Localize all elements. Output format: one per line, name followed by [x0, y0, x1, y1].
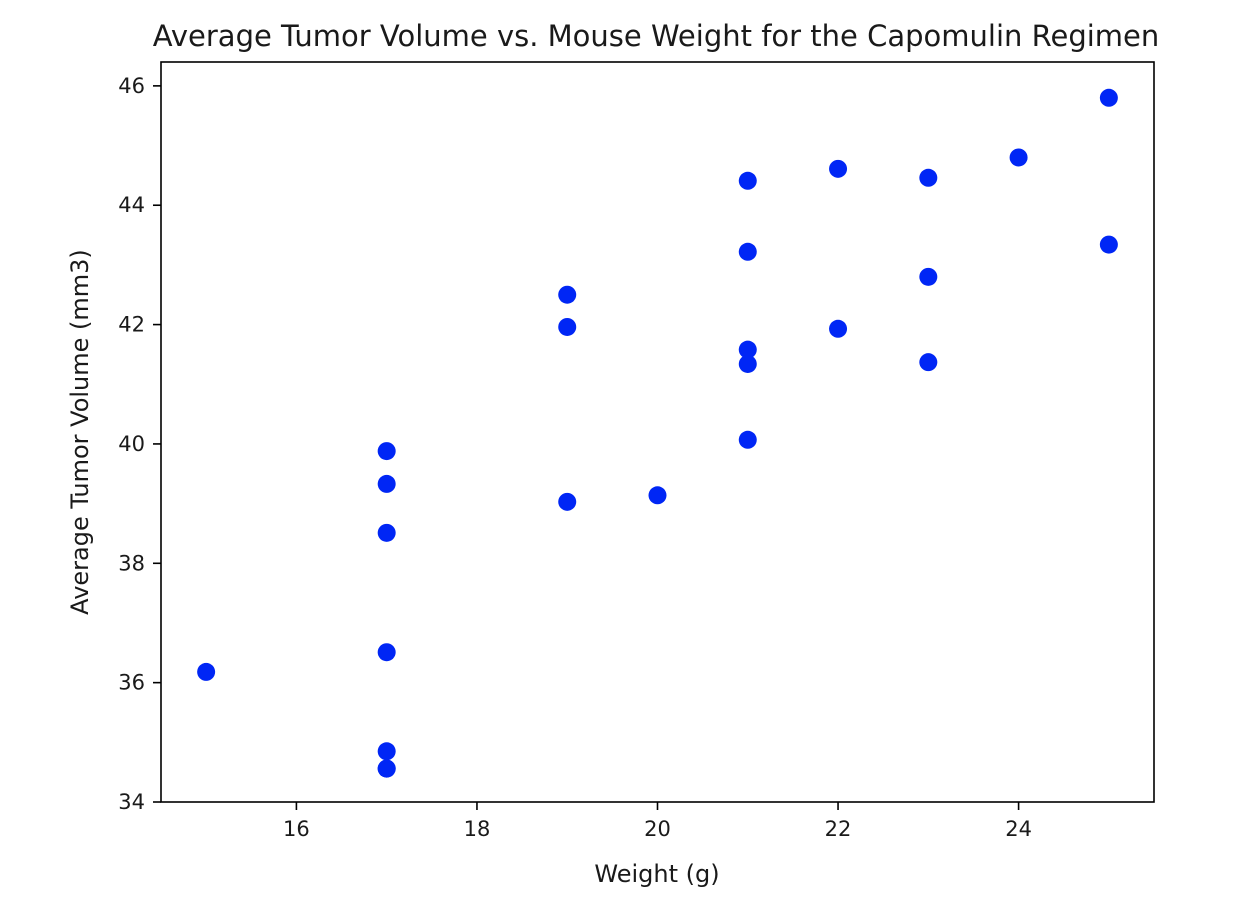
x-tick-label: 18	[464, 817, 491, 841]
scatter-point	[377, 759, 396, 778]
scatter-point	[1099, 235, 1118, 254]
y-tick-label: 36	[118, 671, 145, 695]
y-tick-label: 42	[118, 313, 145, 337]
x-tick-label: 16	[283, 817, 310, 841]
scatter-point	[377, 474, 396, 493]
scatter-point	[1099, 88, 1118, 107]
chart-title: Average Tumor Volume vs. Mouse Weight fo…	[153, 19, 1160, 53]
scatter-point	[377, 442, 396, 461]
scatter-point	[558, 492, 577, 511]
scatter-point	[738, 430, 757, 449]
x-axis: 16 18 20 22 24	[283, 802, 1032, 841]
scatter-point	[197, 662, 216, 681]
x-tick-label: 24	[1005, 817, 1032, 841]
scatter-point	[558, 285, 577, 304]
plot-area	[197, 88, 1118, 778]
y-tick-label: 38	[118, 551, 145, 575]
x-tick-label: 22	[825, 817, 852, 841]
scatter-point	[919, 168, 938, 187]
scatter-point	[919, 267, 938, 286]
x-axis-label: Weight (g)	[594, 860, 719, 888]
scatter-point	[738, 242, 757, 261]
y-tick-label: 46	[118, 74, 145, 98]
y-axis-label: Average Tumor Volume (mm3)	[66, 249, 94, 615]
scatter-point	[738, 171, 757, 190]
x-tick-label: 20	[644, 817, 671, 841]
scatter-point	[377, 742, 396, 761]
axes-frame	[160, 61, 1155, 803]
scatter-point	[919, 353, 938, 372]
scatter-point	[829, 319, 848, 338]
scatter-point	[738, 340, 757, 359]
scatter-point	[829, 159, 848, 178]
y-tick-label: 34	[118, 790, 145, 814]
y-tick-label: 40	[118, 432, 145, 456]
scatter-point	[377, 523, 396, 542]
y-tick-label: 44	[118, 193, 145, 217]
scatter-point	[377, 643, 396, 662]
scatter-point	[558, 317, 577, 336]
y-axis: 34 36 38 40 42 44 46	[118, 74, 161, 814]
scatter-point	[648, 486, 667, 505]
scatter-point	[1009, 148, 1028, 167]
scatter-point	[738, 354, 757, 373]
